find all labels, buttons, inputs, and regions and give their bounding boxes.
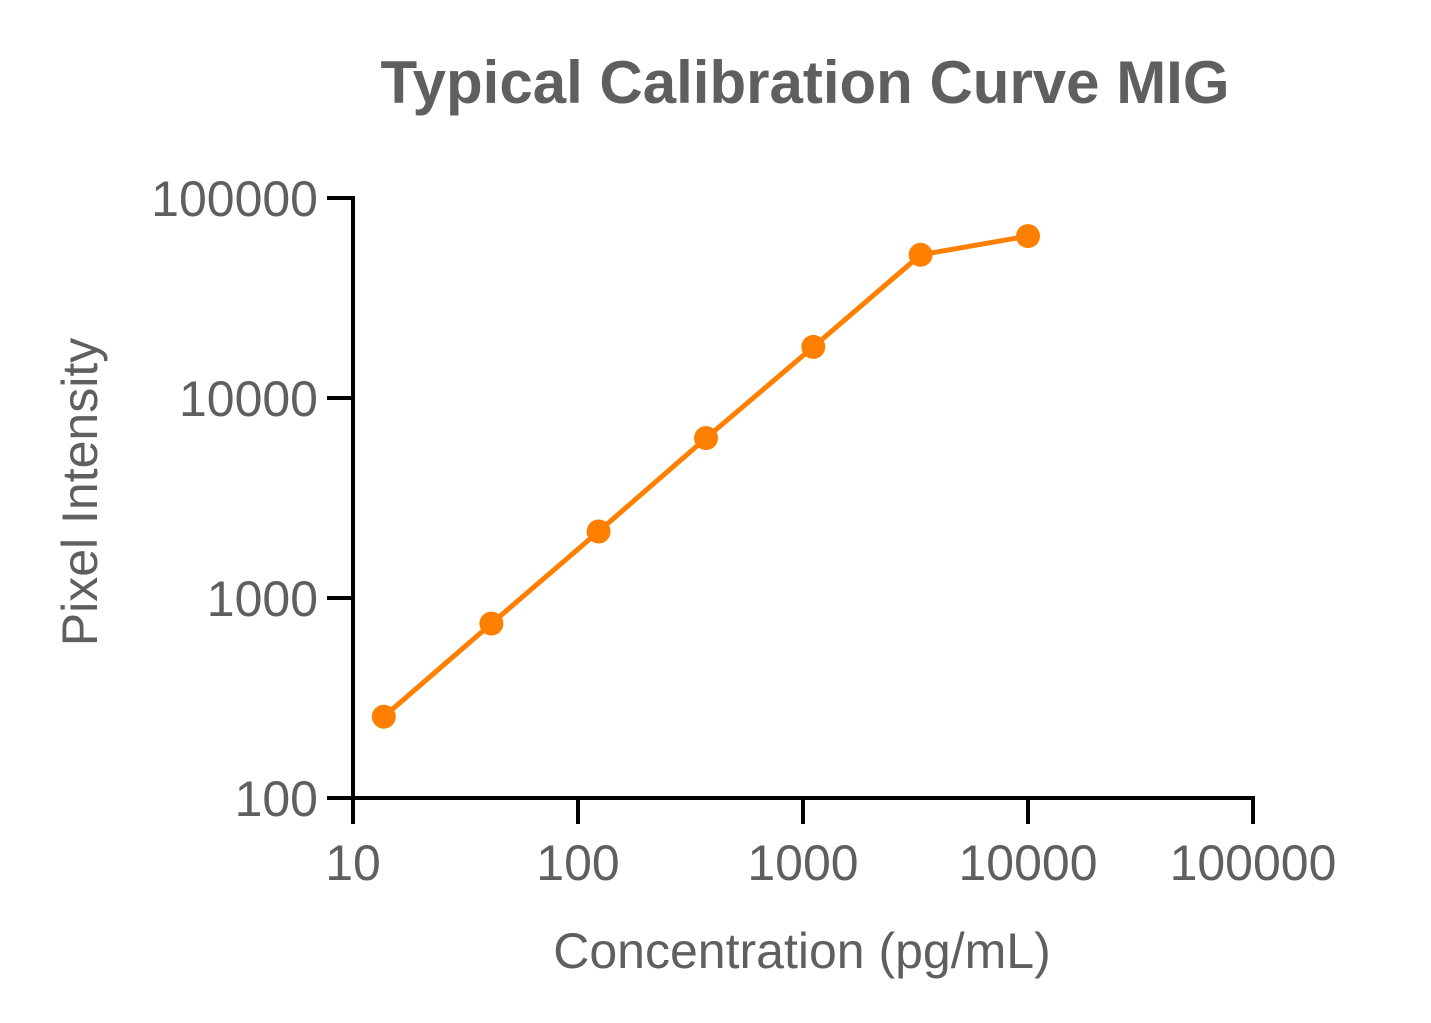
- y-axis-label: Pixel Intensity: [52, 338, 108, 646]
- y-tick-label: 1000: [207, 571, 318, 627]
- series-layer: [371, 224, 1040, 729]
- y-tick-label: 100000: [151, 171, 318, 227]
- chart-title: Typical Calibration Curve MIG: [380, 49, 1229, 116]
- x-tick-label: 10000: [958, 835, 1097, 891]
- x-axis-label: Concentration (pg/mL): [553, 923, 1050, 979]
- data-point: [479, 611, 504, 636]
- data-point: [371, 704, 396, 729]
- data-point: [908, 242, 933, 267]
- series-line: [382, 233, 1029, 719]
- data-point: [694, 426, 718, 451]
- x-tick-label: 1000: [747, 835, 858, 891]
- x-tick-label: 10: [325, 835, 381, 891]
- x-tick-label: 100000: [1170, 835, 1337, 891]
- y-tick-label: 100: [235, 771, 318, 827]
- y-axis-ticks: 100 1000 10000 100000: [151, 171, 353, 827]
- x-axis-ticks: 10 100 1000 10000 100000: [325, 798, 1336, 891]
- y-tick-label: 10000: [179, 371, 318, 427]
- data-point: [1016, 224, 1040, 249]
- data-point: [586, 519, 611, 544]
- data-point: [801, 334, 826, 359]
- x-tick-label: 100: [536, 835, 619, 891]
